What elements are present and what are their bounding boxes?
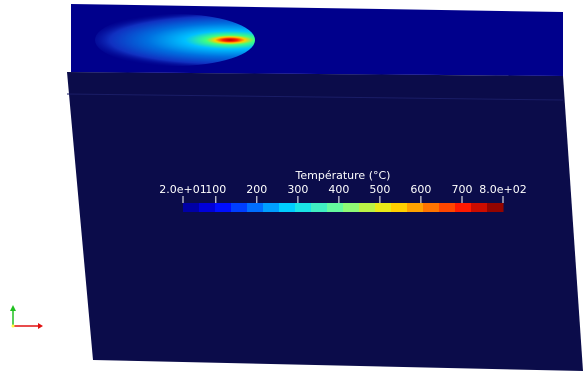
colorbar-segment xyxy=(471,203,488,212)
colorbar-segment xyxy=(375,203,392,212)
colorbar-segment xyxy=(215,203,232,212)
block-edge-line xyxy=(66,93,564,101)
colorbar-segment xyxy=(183,203,200,212)
colorbar-tick-label: 500 xyxy=(369,183,390,196)
colorbar-segment xyxy=(247,203,264,212)
colorbar-segment xyxy=(231,203,248,212)
colorbar-segment xyxy=(487,203,504,212)
orientation-axes-icon xyxy=(10,305,43,329)
colorbar-segment xyxy=(311,203,328,212)
block-front-face xyxy=(67,72,583,371)
colorbar-segment xyxy=(343,203,360,212)
colorbar-segment xyxy=(455,203,472,212)
temperature-hotspot xyxy=(95,14,255,66)
colorbar-tick-label: 400 xyxy=(328,183,349,196)
colorbar-segment xyxy=(199,203,216,212)
colorbar-tick-label: 8.0e+02 xyxy=(479,183,526,196)
colorbar-segment xyxy=(295,203,312,212)
colorbar-segment xyxy=(423,203,440,212)
colorbar-tick-label: 100 xyxy=(205,183,226,196)
colorbar-tick-label: 2.0e+01 xyxy=(159,183,206,196)
colorbar-tick-label: 200 xyxy=(246,183,267,196)
colorbar-gradient xyxy=(183,203,504,212)
colorbar-segment xyxy=(407,203,424,212)
colorbar-title: Température (°C) xyxy=(295,169,391,182)
colorbar-tick-label: 700 xyxy=(452,183,473,196)
colorbar-segment xyxy=(327,203,344,212)
colorbar-tick-label: 300 xyxy=(287,183,308,196)
colorbar-segment xyxy=(279,203,296,212)
colorbar-tick-label: 600 xyxy=(410,183,431,196)
colorbar-segment xyxy=(359,203,376,212)
colorbar-segment xyxy=(391,203,408,212)
colorbar-segment xyxy=(263,203,280,212)
colorbar-segment xyxy=(439,203,456,212)
